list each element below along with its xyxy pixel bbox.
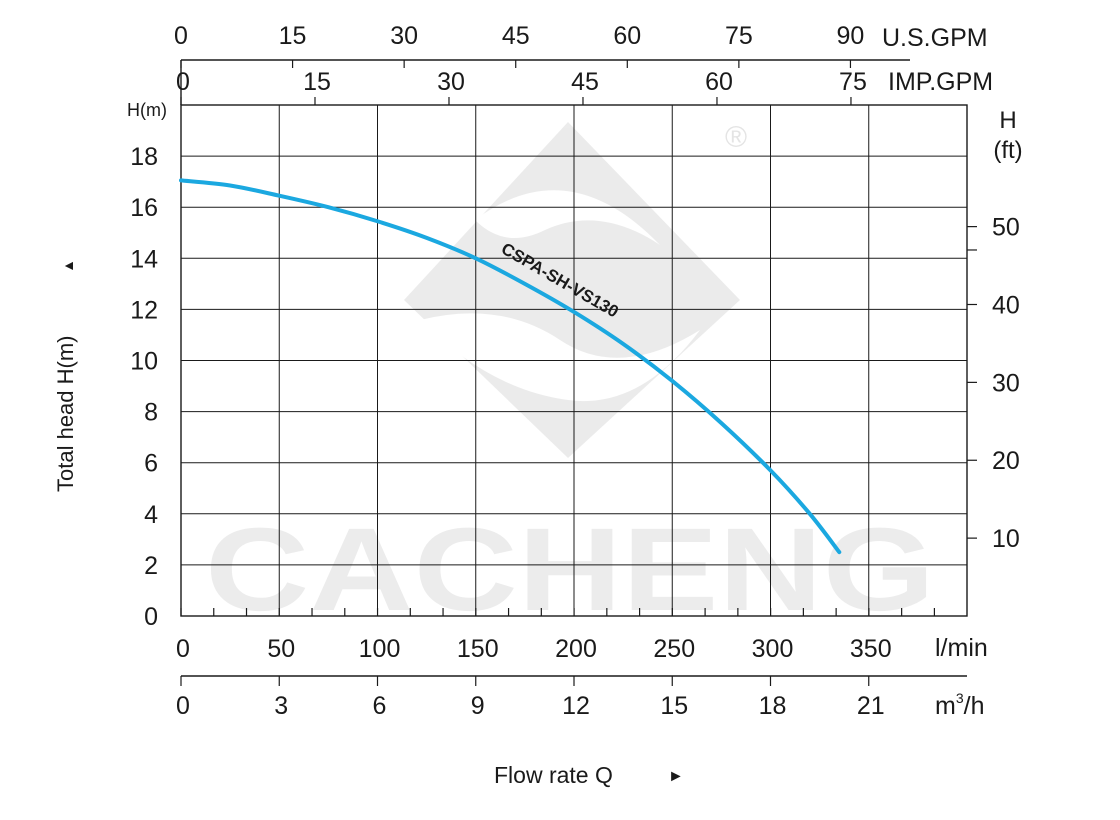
x-tick-label-lpm: 100 [359,635,401,663]
series-line-cspa-sh-vs130 [179,178,842,555]
x-axis-title: Flow rate Q [494,762,613,788]
x-tick-label-usgpm: 90 [837,22,865,50]
x-m3h-unit-base: m [935,692,956,720]
y-axis-arrow: ▲ [60,259,76,273]
x-tick-label-impgpm: 75 [839,68,867,96]
x-tick-label-lpm: 150 [457,635,499,663]
x-tick-label-lpm: 50 [267,635,295,663]
x-tick-label-lpm: 300 [752,635,794,663]
y-right-tick-label: 50 [992,214,1020,242]
x-tick-label-m3h: 21 [857,692,885,720]
x-tick-label-m3h: 18 [759,692,787,720]
y-tick-label: 10 [130,348,158,376]
registered-mark: ® [725,121,747,154]
y-tick-label: 14 [130,245,158,273]
y-tick-label: 4 [144,501,158,529]
y-right-unit-top: H [999,107,1016,134]
x-tick-label-lpm: 250 [653,635,695,663]
x-tick-label-impgpm: 30 [437,68,465,96]
y-tick-label: 2 [144,552,158,580]
watermark-brand: CACHENG [205,504,935,636]
gridlines [181,105,967,616]
x-tick-label-usgpm: 0 [174,22,188,50]
x-usgpm-unit: U.S.GPM [882,24,988,52]
x-tick-label-lpm: 0 [176,635,190,663]
x-tick-label-impgpm: 0 [176,68,190,96]
x-tick-label-usgpm: 75 [725,22,753,50]
x-tick-label-impgpm: 60 [705,68,733,96]
x-tick-label-m3h: 3 [274,692,288,720]
x-tick-label-lpm: 350 [850,635,892,663]
x-tick-label-lpm: 200 [555,635,597,663]
x-axis-arrow: ► [668,768,684,785]
x-tick-label-m3h: 9 [471,692,485,720]
x-tick-label-usgpm: 30 [390,22,418,50]
watermark-logo: ® CACHENG [205,121,935,636]
y-right-tick-label: 10 [992,525,1020,553]
y-tick-label: 16 [130,194,158,222]
x-m3h-unit-sup: 3 [956,690,964,706]
y-tick-label: 12 [130,296,158,324]
y-right-tick-label: 40 [992,291,1020,319]
x-impgpm-unit: IMP.GPM [888,68,993,96]
x-tick-label-m3h: 6 [373,692,387,720]
x-tick-label-m3h: 0 [176,692,190,720]
y-tick-label: 0 [144,603,158,631]
x-tick-label-usgpm: 45 [502,22,530,50]
y-right-tick-label: 20 [992,447,1020,475]
x-tick-label-m3h: 15 [660,692,688,720]
y-tick-label: 18 [130,143,158,171]
y-tick-label: 6 [144,450,158,478]
y-left-unit: H(m) [127,100,167,120]
x-tick-label-usgpm: 60 [613,22,641,50]
x-tick-label-usgpm: 15 [279,22,307,50]
y-tick-label: 8 [144,399,158,427]
y-right-tick-label: 30 [992,369,1020,397]
x-lpm-unit: l/min [935,634,988,662]
x-tick-label-impgpm: 15 [303,68,331,96]
x-m3h-unit-tail: /h [964,692,985,720]
x-m3h-unit: m3/h [935,690,984,720]
y-axis-title: Total head H(m) [53,335,78,492]
y-right-unit-bottom: (ft) [993,137,1022,164]
x-tick-label-m3h: 12 [562,692,590,720]
x-tick-label-impgpm: 45 [571,68,599,96]
